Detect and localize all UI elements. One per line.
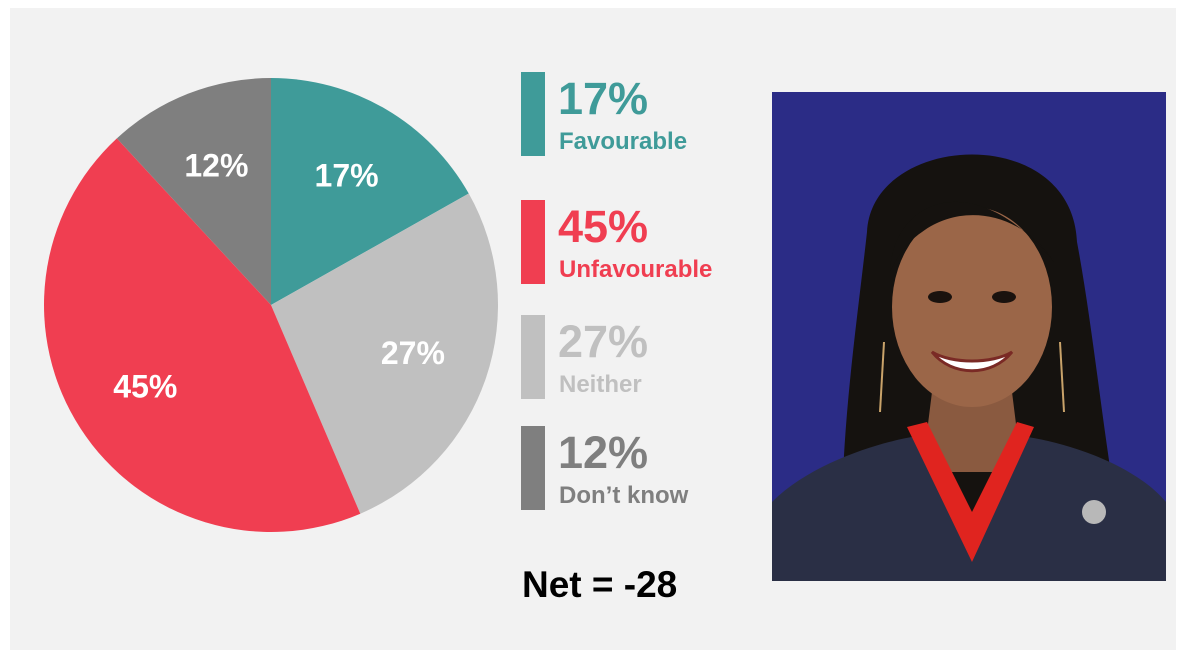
legend-item-favourable: 17% Favourable bbox=[521, 72, 781, 158]
portrait-right-eye bbox=[992, 291, 1016, 303]
pie-label-don-t-know: 12% bbox=[184, 147, 248, 183]
portrait-illustration bbox=[772, 92, 1166, 581]
legend-item-neither: 27% Neither bbox=[521, 315, 781, 401]
legend-label-dont-know: Don’t know bbox=[559, 482, 688, 510]
chart-panel: 17% 27% 45% 12% 17% Favourable 45% Unfavour… bbox=[10, 8, 1176, 650]
net-score: Net = -28 bbox=[522, 563, 677, 607]
legend-percent-dont-know: 12% bbox=[558, 428, 648, 478]
legend-label-favourable: Favourable bbox=[559, 128, 687, 156]
portrait-photo bbox=[772, 92, 1166, 581]
legend-label-neither: Neither bbox=[559, 371, 642, 399]
pie-label-neither: 27% bbox=[381, 335, 445, 371]
legend-swatch-neither bbox=[521, 315, 545, 399]
legend-swatch-unfavourable bbox=[521, 200, 545, 284]
pie-label-favourable: 17% bbox=[315, 158, 379, 194]
legend-percent-favourable: 17% bbox=[558, 74, 648, 124]
legend-label-unfavourable: Unfavourable bbox=[559, 256, 712, 284]
legend-swatch-dont-know bbox=[521, 426, 545, 510]
pie-chart: 17% 27% 45% 12% bbox=[10, 8, 510, 568]
legend-swatch-favourable bbox=[521, 72, 545, 156]
pie-label-unfavourable: 45% bbox=[113, 369, 177, 405]
legend-item-dont-know: 12% Don’t know bbox=[521, 426, 781, 512]
legend-percent-unfavourable: 45% bbox=[558, 202, 648, 252]
legend-item-unfavourable: 45% Unfavourable bbox=[521, 200, 781, 286]
legend-percent-neither: 27% bbox=[558, 317, 648, 367]
portrait-brooch bbox=[1082, 500, 1106, 524]
portrait-face bbox=[892, 207, 1052, 407]
portrait-left-eye bbox=[928, 291, 952, 303]
